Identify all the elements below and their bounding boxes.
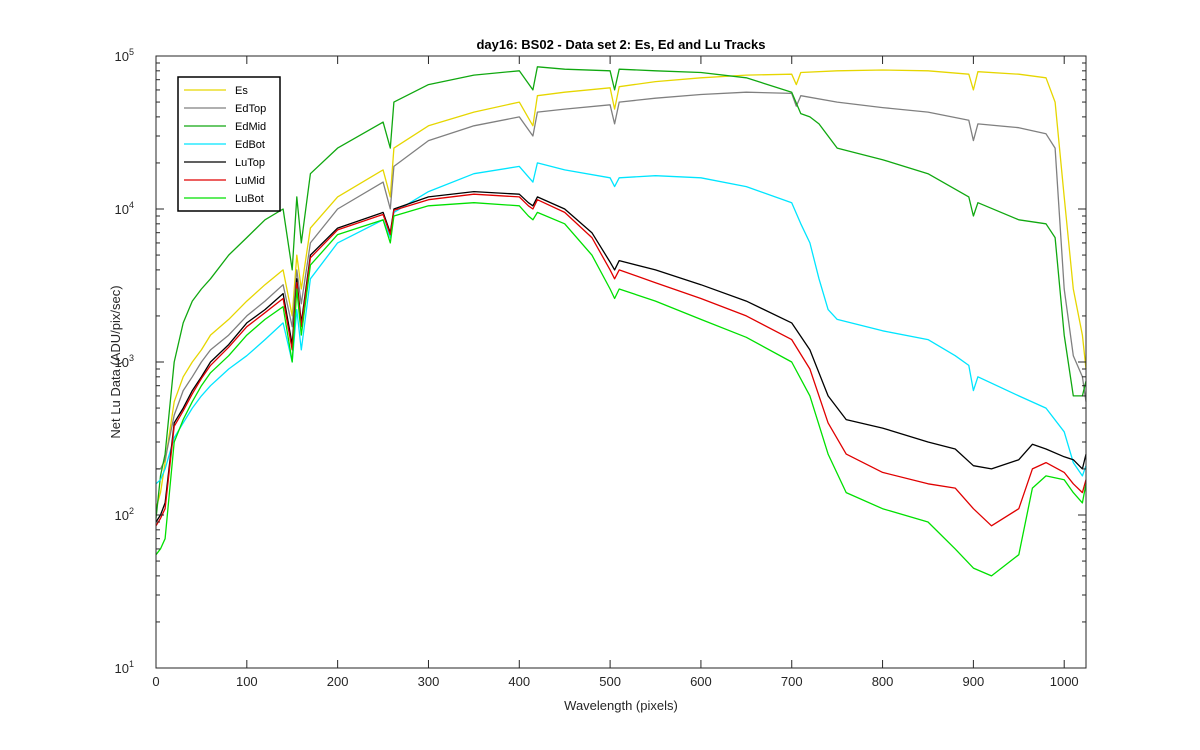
y-tick-label: 104 <box>115 200 134 217</box>
legend-label-lumid: LuMid <box>235 175 265 187</box>
y-tick-label: 105 <box>115 47 134 64</box>
y-tick-label: 103 <box>115 353 134 370</box>
x-tick-label: 800 <box>872 674 894 689</box>
x-tick-label: 500 <box>599 674 621 689</box>
series-line-es <box>155 69 1087 509</box>
x-tick-label: 900 <box>963 674 985 689</box>
legend: Es EdTop EdMid EdBot LuTop LuMid LuBot <box>177 76 281 212</box>
legend-label-edtop: EdTop <box>235 103 266 115</box>
x-tick-label: 0 <box>152 674 159 689</box>
x-tick-label: 400 <box>508 674 530 689</box>
series-line-edbot <box>155 162 1087 485</box>
legend-label-lubot: LuBot <box>235 193 264 205</box>
x-tick-label: 200 <box>327 674 349 689</box>
legend-label-es: Es <box>235 85 248 97</box>
series-line-edtop <box>156 91 1087 470</box>
legend-label-lutop: LuTop <box>235 157 265 169</box>
x-tick-label: 300 <box>418 674 440 689</box>
y-tick-label: 102 <box>115 506 134 523</box>
chart-title: day16: BS02 - Data set 2: Es, Ed and Lu … <box>476 37 765 52</box>
series-line-lutop <box>155 190 1087 523</box>
y-axis-ticks: 101 102 103 104 105 <box>115 47 1086 676</box>
y-tick-label: 101 <box>115 659 134 676</box>
y-axis-title: Net Lu Data (ADU/pix/sec) <box>108 285 123 438</box>
series-layer <box>155 66 1087 577</box>
x-axis-ticks: 0 100 200 300 400 500 600 700 800 900 1000 <box>152 56 1079 689</box>
x-tick-label: 700 <box>781 674 803 689</box>
x-tick-label: 600 <box>690 674 712 689</box>
x-tick-label: 100 <box>236 674 258 689</box>
legend-label-edbot: EdBot <box>235 139 265 151</box>
series-line-lubot <box>155 202 1087 577</box>
series-line-edmid <box>155 66 1087 519</box>
x-axis-title: Wavelength (pixels) <box>564 698 678 713</box>
legend-label-edmid: EdMid <box>235 121 266 133</box>
plot-area <box>156 56 1086 668</box>
x-tick-label: 1000 <box>1050 674 1079 689</box>
series-line-lumid <box>155 193 1087 527</box>
